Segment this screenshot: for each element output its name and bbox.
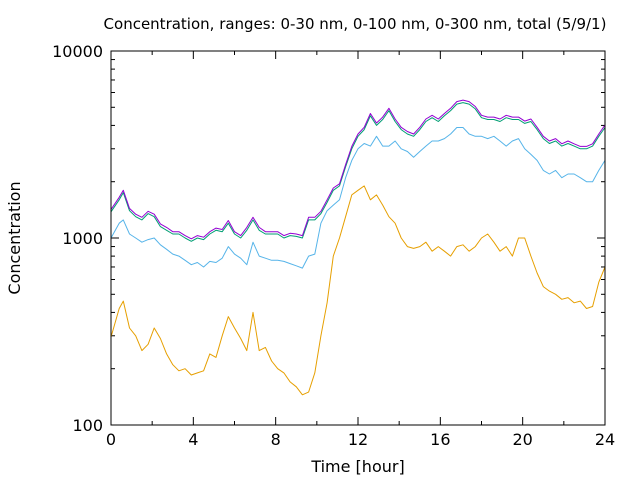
x-tick-label: 20: [512, 430, 532, 449]
plot-frame: [110, 50, 606, 426]
y-tick-label: 10000: [52, 42, 103, 61]
chart-title: Concentration, ranges: 0-30 nm, 0-100 nm…: [104, 15, 607, 33]
series-line-3: [110, 102, 606, 242]
series-line-1: [110, 185, 606, 396]
x-tick-label: 24: [595, 430, 615, 449]
series-line-4: [110, 99, 606, 240]
axis-ticks: 0 4 8 12 16 20 24 100 1000 10000: [52, 42, 615, 449]
x-axis-label: Time [hour]: [310, 457, 404, 476]
x-tick-label: 12: [348, 430, 368, 449]
y-axis-label: Concentration: [5, 181, 24, 294]
x-tick-label: 4: [188, 430, 198, 449]
y-tick-label: 1000: [62, 229, 103, 248]
series-group: [110, 99, 606, 396]
y-tick-label: 100: [72, 416, 103, 435]
x-tick-label: 8: [271, 430, 281, 449]
x-tick-label: 0: [106, 430, 116, 449]
x-tick-label: 16: [430, 430, 450, 449]
y-axis-label-group: Concentration: [5, 181, 24, 294]
series-line-2: [110, 127, 606, 269]
